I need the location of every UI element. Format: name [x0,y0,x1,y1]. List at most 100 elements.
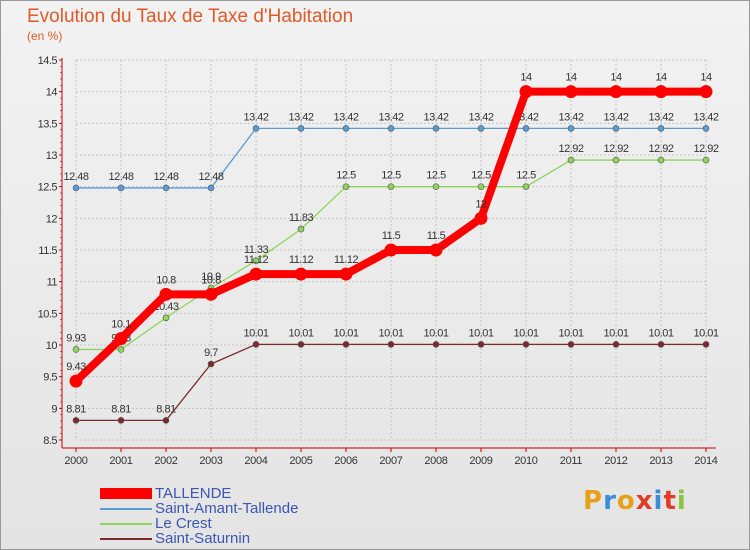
data-point-saint-saturnin [297,341,305,348]
data-label-tallende: 14 [610,72,622,84]
data-point-saint-amant-tallende [72,184,80,192]
y-tick-label: 8.5 [43,435,57,447]
y-tick-label: 14.5 [38,55,58,67]
y-tick-label: 11 [47,277,58,289]
data-label-le-crest: 12.5 [471,170,491,182]
data-label-saint-saturnin: 10.01 [648,327,673,339]
data-label-tallende: 11.5 [427,230,446,242]
x-tick-label: 2006 [334,455,357,467]
data-point-le-crest [387,183,395,190]
y-tick-label: 10.5 [38,308,58,320]
data-point-saint-saturnin [612,341,620,348]
data-point-saint-saturnin [342,341,350,348]
legend-label-tallende: TALLENDE [155,485,232,502]
x-tick-label: 2007 [379,455,402,467]
data-point-tallende [564,85,578,99]
data-label-tallende: 14 [700,72,712,84]
data-point-tallende [204,287,218,301]
data-label-saint-saturnin: 10.01 [603,327,628,339]
data-point-tallende [519,85,533,99]
data-label-saint-saturnin: 8.81 [111,403,131,415]
data-label-saint-saturnin: 10.01 [243,327,268,339]
data-label-le-crest: 12.92 [558,143,583,155]
y-tick-label: 13 [46,150,58,162]
data-point-saint-amant-tallende [702,125,710,132]
data-point-saint-amant-tallende [207,184,215,192]
chart-subtitle: (en %) [27,29,63,43]
data-label-le-crest: 9.93 [66,332,86,344]
logo-letter: t [663,486,677,516]
data-label-saint-saturnin: 9.7 [204,347,218,359]
data-label-tallende: 11.12 [244,254,269,266]
data-label-saint-saturnin: 8.81 [66,403,86,415]
x-tick-label: 2001 [109,455,132,467]
data-point-saint-amant-tallende [522,125,530,132]
data-label-tallende: 11.5 [382,230,401,242]
data-point-le-crest [702,156,710,164]
data-point-tallende [699,85,713,99]
x-tick-label: 2013 [649,455,672,467]
x-tick-label: 2008 [424,455,447,467]
data-label-saint-amant-tallende: 12.48 [198,171,223,183]
data-label-saint-amant-tallende: 13.42 [333,111,358,123]
x-tick-label: 2012 [604,455,627,467]
data-point-tallende [654,85,668,99]
data-point-saint-saturnin [567,341,575,348]
data-label-le-crest: 12.92 [603,143,628,155]
data-point-saint-amant-tallende [612,125,620,132]
x-tick-label: 2004 [244,455,267,467]
data-point-saint-saturnin [387,341,395,348]
data-label-tallende: 14 [655,72,667,84]
data-point-tallende [294,267,308,281]
data-label-tallende: 11.12 [289,254,314,266]
data-label-saint-amant-tallende: 12.48 [108,171,133,183]
data-point-tallende [69,374,83,388]
data-point-saint-amant-tallende [162,184,170,192]
logo-letter: r [603,486,617,516]
data-point-le-crest [612,156,620,164]
logo-letter: o [616,486,636,516]
data-point-tallende [474,211,488,225]
data-label-saint-saturnin: 10.01 [288,327,313,339]
legend-label-saint-amant-tallende: Saint-Amant-Tallende [155,500,299,517]
logo-letter: i [653,486,664,516]
data-label-saint-saturnin: 10.01 [558,327,583,339]
x-tick-label: 2003 [199,455,222,467]
data-label-le-crest: 12.5 [336,170,356,182]
data-point-saint-saturnin [252,341,260,348]
data-point-tallende [609,85,623,99]
legend-swatch-tallende [100,488,152,499]
data-point-saint-saturnin [522,341,530,348]
data-label-saint-amant-tallende: 12.48 [153,171,178,183]
data-label-tallende: 11.12 [334,254,359,266]
chart-title: Evolution du Taux de Taxe d'Habitation [27,6,354,27]
y-tick-label: 11.5 [38,245,57,257]
x-tick-label: 2000 [64,455,87,467]
data-point-saint-amant-tallende [117,184,125,192]
data-label-tallende: 10.1 [111,319,131,331]
data-label-tallende: 9.43 [66,361,86,373]
data-point-tallende [339,267,353,281]
data-label-tallende: 10.8 [201,274,221,286]
y-tick-label: 9 [51,403,57,415]
data-label-saint-amant-tallende: 13.42 [378,111,403,123]
data-label-tallende: 12 [475,198,487,210]
data-label-saint-saturnin: 10.01 [468,327,493,339]
data-label-le-crest: 12.92 [693,143,718,155]
legend-label-le-crest: Le Crest [155,515,212,532]
legend-swatch-saint-amant-tallende [100,508,152,510]
data-label-le-crest: 10.9 [201,271,221,283]
data-label-le-crest: 12.5 [516,170,536,182]
data-point-saint-saturnin [162,417,170,424]
data-point-saint-amant-tallende [387,125,395,132]
data-label-saint-saturnin: 10.01 [693,327,718,339]
data-point-le-crest [342,183,350,190]
y-tick-label: 14 [46,87,58,99]
data-label-saint-amant-tallende: 13.42 [423,111,448,123]
data-label-saint-amant-tallende: 13.42 [603,111,628,123]
data-point-tallende [114,332,128,346]
y-tick-label: 12.5 [38,182,58,194]
data-point-saint-amant-tallende [567,125,575,132]
data-point-le-crest [162,314,170,322]
